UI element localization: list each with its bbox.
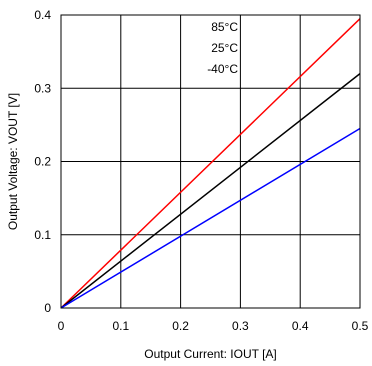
legend: 85°C 25°C -40°C [207, 20, 238, 76]
grid [61, 15, 360, 308]
x-tick-label: 0.4 [292, 319, 309, 333]
x-tick-label: 0.1 [112, 319, 129, 333]
y-tick-label: 0.4 [34, 8, 51, 22]
series-line [60, 73, 361, 309]
x-tick-label: 0.2 [172, 319, 189, 333]
x-tick-label: 0.3 [232, 319, 249, 333]
y-tick-label: 0.1 [34, 228, 51, 242]
x-tick-label: 0.5 [352, 319, 369, 333]
legend-entry: -40°C [207, 62, 238, 76]
x-axis-label: Output Current: IOUT [A] [144, 347, 277, 361]
y-tick-label: 0 [44, 301, 51, 315]
series-lines [60, 18, 361, 309]
y-axis-label: Output Voltage: VOUT [V] [6, 93, 20, 230]
legend-entry: 25°C [211, 41, 238, 55]
y-tick-label: 0.2 [34, 155, 51, 169]
x-tick-label: 0 [58, 319, 65, 333]
plot-frame [60, 14, 361, 309]
series-line [60, 127, 361, 309]
y-tick-label: 0.3 [34, 81, 51, 95]
legend-entry: 85°C [211, 20, 238, 34]
series-line [60, 18, 361, 309]
tick-labels: 0 0.1 0.2 0.3 0.4 0.5 0 0.1 0.2 0.3 0.4 [34, 8, 368, 333]
